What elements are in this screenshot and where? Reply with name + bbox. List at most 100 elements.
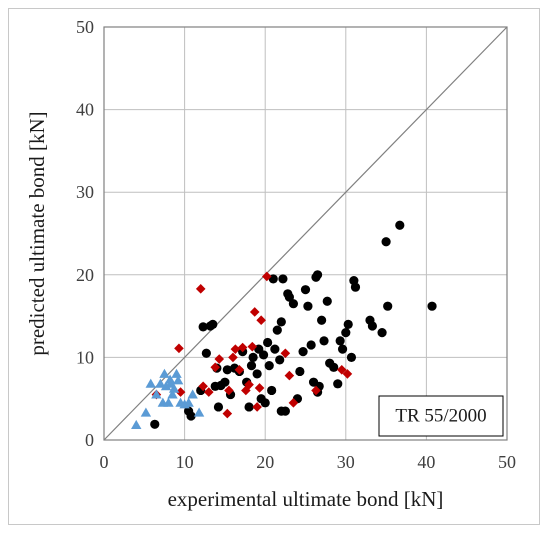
data-point-triangle — [159, 368, 170, 378]
data-point-circle — [288, 299, 299, 309]
data-point-diamond — [252, 402, 262, 412]
data-point-circle — [150, 419, 160, 429]
data-point-diamond — [244, 379, 254, 390]
data-point-triangle — [140, 407, 152, 417]
data-point-circle — [395, 220, 405, 230]
data-point-circle — [276, 317, 286, 327]
data-point-circle — [317, 315, 327, 325]
data-point-diamond — [234, 364, 245, 375]
data-point-circle — [350, 282, 361, 292]
x-axis-label: experimental ultimate bond [kN] — [168, 487, 444, 511]
data-point-circle — [244, 402, 254, 412]
data-point-triangle — [165, 378, 177, 388]
data-point-circle — [270, 344, 280, 354]
data-point-diamond — [241, 385, 251, 396]
x-tick-label: 0 — [100, 452, 109, 472]
data-point-triangle — [131, 419, 142, 430]
data-point-circle — [427, 301, 437, 311]
data-point-circle — [306, 340, 316, 350]
y-tick-label: 10 — [76, 347, 94, 367]
data-point-diamond — [342, 369, 353, 379]
data-point-triangle — [164, 374, 176, 384]
x-tick-labels: 0 10 20 30 40 50 — [100, 452, 517, 472]
data-point-triangle — [193, 407, 205, 417]
data-point-diamond — [256, 315, 266, 326]
data-point-circle — [346, 352, 357, 362]
data-point-triangle — [167, 389, 178, 399]
x-tick-label: 40 — [417, 452, 435, 472]
y-tick-label: 40 — [76, 100, 94, 120]
data-point-triangle — [160, 381, 172, 391]
data-point-diamond — [228, 352, 238, 363]
data-point-circle — [381, 237, 391, 247]
data-point-diamond — [203, 387, 214, 397]
data-point-circle — [198, 322, 208, 332]
data-point-diamond — [222, 408, 233, 419]
data-point-circle — [319, 336, 329, 346]
data-point-circle — [322, 296, 332, 306]
data-point-triangle — [172, 375, 184, 385]
data-point-circle — [337, 344, 348, 354]
data-point-circle — [341, 328, 351, 338]
data-point-triangle — [163, 397, 174, 407]
data-point-diamond — [174, 343, 184, 354]
x-tick-label: 30 — [337, 452, 355, 472]
annotation-box: TR 55/2000 — [378, 395, 504, 437]
data-point-triangle — [171, 368, 182, 378]
data-point-circle — [267, 385, 277, 396]
x-tick-label: 20 — [256, 452, 274, 472]
data-point-diamond — [262, 271, 272, 282]
data-point-diamond — [224, 385, 234, 396]
data-point-diamond — [288, 398, 299, 408]
data-point-diamond — [249, 307, 260, 317]
data-point-diamond — [237, 342, 248, 353]
data-point-diamond — [198, 381, 208, 392]
data-point-circle — [367, 321, 377, 331]
data-point-circle — [335, 336, 345, 346]
data-point-circle — [272, 325, 282, 335]
data-points — [131, 220, 437, 430]
data-point-circle — [343, 319, 353, 329]
gridlines — [104, 27, 507, 440]
y-tick-label: 0 — [85, 430, 94, 450]
data-point-triangle — [168, 383, 180, 393]
data-point-diamond — [210, 362, 221, 373]
data-point-circle — [303, 301, 313, 311]
data-point-circle — [222, 365, 232, 375]
x-tick-label: 10 — [176, 452, 194, 472]
data-point-circle — [201, 348, 211, 358]
data-point-circle — [383, 301, 393, 311]
data-point-diamond — [284, 370, 295, 381]
data-point-diamond — [214, 354, 225, 364]
data-point-diamond — [336, 364, 347, 375]
data-point-circle — [258, 350, 269, 360]
data-point-circle — [264, 361, 274, 371]
data-point-triangle — [183, 397, 194, 407]
annotation-box-border — [378, 395, 504, 437]
data-point-triangle — [155, 378, 166, 388]
data-point-diamond — [254, 383, 265, 393]
plot-area-border — [103, 26, 508, 441]
data-point-circle — [276, 406, 286, 416]
y-tick-label: 50 — [76, 17, 94, 37]
data-point-circle — [208, 319, 218, 329]
data-point-diamond — [311, 385, 321, 396]
y-axis-label: predicted ultimate bond [kN] — [25, 111, 49, 355]
data-point-circle — [246, 361, 257, 371]
annotation-label: TR 55/2000 — [395, 405, 486, 426]
data-point-triangle — [151, 389, 162, 399]
y-tick-labels: 0 10 20 30 40 50 — [76, 17, 94, 450]
data-point-diamond — [195, 284, 206, 294]
data-point-circle — [260, 398, 270, 408]
data-point-circle — [333, 379, 343, 389]
data-point-circle — [300, 285, 311, 295]
data-point-circle — [298, 347, 308, 357]
data-point-circle — [284, 292, 294, 302]
data-point-diamond — [175, 387, 186, 397]
y-tick-label: 20 — [76, 265, 94, 285]
reference-line-y-equals-x — [103, 26, 508, 441]
data-point-circle — [295, 366, 305, 377]
data-point-circle — [312, 270, 323, 280]
data-point-triangle — [145, 378, 156, 388]
data-point-diamond — [247, 341, 258, 352]
